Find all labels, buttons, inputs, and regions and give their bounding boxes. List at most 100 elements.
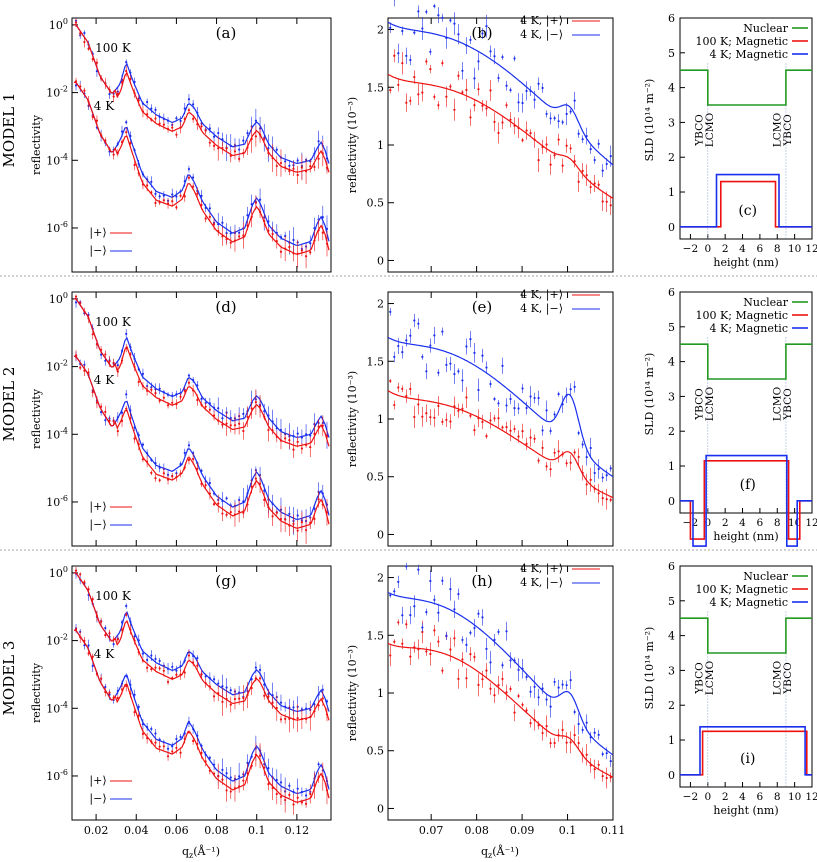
data-point [246, 146, 249, 149]
data-point [288, 164, 291, 167]
legend-entry: 4 K, |+⟩ [520, 14, 563, 28]
data-point [300, 166, 303, 169]
data-point [146, 389, 149, 392]
data-point [493, 417, 496, 420]
legend-entry: 4 K, |+⟩ [520, 562, 563, 576]
data-point [325, 700, 329, 703]
data-point [549, 468, 552, 471]
y-tick-exponent: -6 [60, 494, 68, 503]
data-point [317, 776, 320, 779]
data-point [445, 634, 448, 637]
data-point [233, 150, 237, 153]
model-row: MODEL 210010-210-410-6reflectivity(d)100… [0, 286, 817, 547]
data-point [267, 783, 270, 786]
data-point [529, 395, 532, 398]
sld-profile-nuclear [680, 69, 812, 106]
plot-frame [387, 17, 614, 273]
data-point [393, 54, 396, 57]
data-point [196, 192, 199, 195]
data-point [192, 654, 195, 658]
data-point [465, 88, 468, 92]
data-point [146, 737, 149, 740]
data-point [112, 361, 115, 365]
data-point [441, 330, 444, 333]
data-point [242, 696, 245, 700]
data-point [212, 492, 216, 495]
data-point [125, 684, 128, 688]
data-point [441, 61, 444, 65]
data-point [225, 422, 228, 425]
data-point [581, 728, 584, 732]
data-point [238, 235, 241, 238]
data-point [104, 139, 107, 142]
data-point [549, 163, 552, 166]
data-point [469, 338, 472, 341]
data-point [150, 471, 153, 474]
fit-curve-plus [74, 24, 330, 173]
data-point [541, 145, 544, 149]
data-point [541, 86, 544, 90]
data-point [108, 691, 111, 694]
data-point [221, 423, 224, 426]
data-point [304, 255, 308, 258]
data-point [288, 245, 291, 249]
data-point [146, 184, 149, 187]
data-point [405, 623, 408, 626]
data-point [425, 370, 428, 373]
data-point [601, 200, 604, 203]
y-tick-exponent: 0 [63, 565, 68, 574]
data-point [409, 614, 412, 617]
data-point [217, 131, 220, 135]
panel-label: (a) [216, 24, 237, 42]
data-point [175, 206, 178, 209]
data-point [401, 642, 404, 645]
data-point [485, 435, 488, 438]
data-point [250, 686, 253, 690]
data-point [489, 382, 492, 386]
data-point [158, 115, 161, 118]
data-point [267, 229, 270, 232]
data-point [325, 435, 329, 438]
data-point [200, 194, 203, 197]
data-point [166, 667, 170, 670]
data-point [309, 434, 312, 437]
data-point [569, 741, 572, 744]
data-point [87, 100, 90, 103]
data-point [304, 170, 308, 173]
data-point [397, 83, 400, 86]
data-point [125, 61, 128, 64]
data-point [317, 140, 320, 143]
data-point [79, 32, 82, 35]
data-point [104, 626, 107, 630]
data-point [317, 498, 320, 501]
data-point [437, 611, 440, 614]
y-tick-label: 6 [668, 12, 675, 25]
data-point [405, 54, 408, 57]
legend-entry: |+⟩ [89, 226, 106, 240]
y-tick-label: 4 [668, 630, 675, 643]
panel-label: (c) [738, 203, 757, 219]
data-point [146, 725, 149, 729]
data-point [87, 644, 90, 647]
data-point [196, 123, 199, 126]
data-point [321, 424, 324, 427]
data-point [279, 235, 283, 239]
data-point [275, 426, 278, 430]
data-point [158, 479, 161, 482]
data-point [457, 592, 460, 596]
data-point [549, 705, 552, 708]
data-point [217, 229, 220, 233]
data-point [83, 644, 86, 647]
data-point [129, 417, 132, 420]
data-point [313, 517, 316, 520]
data-point [401, 614, 404, 617]
material-label: LCMO [772, 112, 784, 147]
data-point [183, 659, 186, 662]
data-point [275, 706, 278, 710]
data-point [112, 638, 115, 641]
data-point [158, 122, 161, 125]
data-point [284, 166, 287, 169]
material-label: YBCO [694, 662, 706, 695]
data-point [529, 436, 532, 439]
